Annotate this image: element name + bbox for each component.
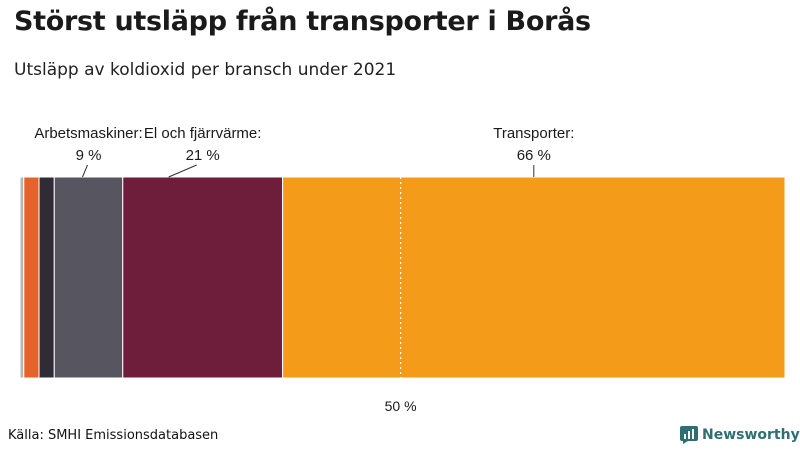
segment-leader-line-3 (82, 164, 88, 178)
stacked-bar-chart: Arbetsmaskiner: 9 % El och fjärrvärme: 21 %… (19, 125, 786, 414)
bar-segment-5 (282, 176, 786, 379)
newsworthy-logo: Newsworthy (680, 426, 800, 444)
segment-name-label-5: Transporter: (493, 125, 574, 142)
segment-leader-line-4 (168, 164, 197, 178)
reference-line-label: 50 % (385, 398, 417, 414)
bar-segment-3 (53, 176, 124, 379)
chart-title: Störst utsläpp från transporter i Borås (14, 6, 591, 37)
bar-segment-2 (38, 176, 55, 379)
chart-subtitle: Utsläpp av koldioxid per bransch under 2… (14, 60, 397, 80)
bar-segment-0 (19, 176, 25, 379)
source-note: Källa: SMHI Emissionsdatabasen (8, 428, 219, 443)
bar-segment-4 (122, 176, 284, 379)
bar-segment-1 (23, 176, 40, 379)
segment-name-label-4: El och fjärrvärme: (144, 125, 262, 142)
segment-name-label-3: Arbetsmaskiner: (34, 125, 142, 142)
newsworthy-logo-icon (680, 426, 698, 444)
segment-value-label-4: 21 % (186, 147, 220, 164)
logo-text: Newsworthy (702, 427, 800, 443)
segment-value-label-3: 9 % (76, 147, 102, 164)
segment-value-label-5: 66 % (517, 147, 551, 164)
